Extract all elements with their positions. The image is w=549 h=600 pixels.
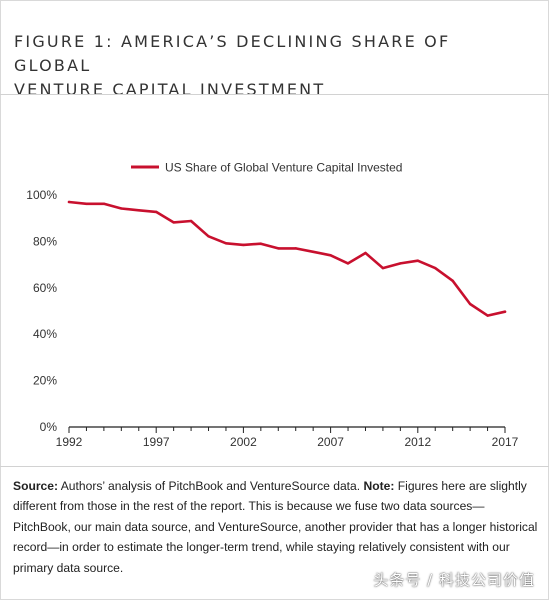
y-tick-label: 100% bbox=[26, 188, 57, 202]
y-tick-label: 0% bbox=[40, 420, 58, 434]
figure-title: FIGURE 1: AMERICA’S DECLINING SHARE OF G… bbox=[14, 30, 534, 102]
source-note: Source: Authors’ analysis of PitchBook a… bbox=[13, 476, 539, 578]
source-text: Authors’ analysis of PitchBook and Ventu… bbox=[58, 479, 364, 493]
data-point bbox=[468, 302, 472, 306]
y-tick-label: 60% bbox=[33, 281, 57, 295]
data-point bbox=[120, 207, 123, 210]
note-text: Figures here are slightly different from… bbox=[13, 479, 538, 575]
data-point bbox=[207, 235, 210, 238]
x-tick-label: 2012 bbox=[404, 435, 431, 449]
series-layer bbox=[67, 200, 507, 317]
y-tick-label: 40% bbox=[33, 327, 57, 341]
data-point bbox=[346, 262, 350, 265]
data-point bbox=[277, 247, 280, 250]
data-point bbox=[503, 310, 507, 313]
data-point bbox=[67, 200, 71, 204]
data-point bbox=[155, 210, 158, 214]
data-point bbox=[137, 209, 140, 212]
x-axis: 1992 1997 2002 2007 2012 2017 bbox=[56, 426, 519, 449]
data-point bbox=[242, 243, 245, 247]
x-tick-label: 1992 bbox=[56, 435, 83, 449]
data-point bbox=[399, 262, 402, 265]
data-point bbox=[189, 219, 193, 223]
source-label: Source: bbox=[13, 479, 59, 493]
data-point bbox=[486, 314, 489, 317]
data-point bbox=[102, 202, 106, 206]
data-point bbox=[364, 251, 367, 255]
data-point bbox=[329, 254, 332, 257]
data-point bbox=[259, 242, 263, 245]
chart-legend: US Share of Global Venture Capital Inves… bbox=[131, 161, 402, 175]
data-point bbox=[224, 242, 228, 245]
chart-divider bbox=[0, 466, 549, 467]
data-point bbox=[451, 279, 454, 283]
y-tick-label: 80% bbox=[33, 234, 57, 248]
y-axis-ticks: 0% 20% 40% 60% 80% 100% bbox=[26, 188, 57, 434]
x-tick-label: 2002 bbox=[230, 435, 257, 449]
data-point bbox=[434, 266, 437, 270]
data-point bbox=[416, 259, 419, 262]
data-point bbox=[311, 250, 315, 254]
legend-label: US Share of Global Venture Capital Inves… bbox=[165, 161, 402, 175]
title-divider bbox=[0, 94, 549, 95]
y-tick-label: 20% bbox=[33, 374, 57, 388]
data-point bbox=[85, 202, 88, 206]
series-line bbox=[67, 200, 507, 317]
x-tick-label: 2017 bbox=[492, 435, 519, 449]
x-tick-label: 1997 bbox=[143, 435, 170, 449]
data-point bbox=[172, 221, 175, 224]
line-chart: US Share of Global Venture Capital Inves… bbox=[26, 161, 519, 450]
data-point bbox=[294, 247, 297, 250]
data-point bbox=[381, 266, 385, 270]
note-label: Note: bbox=[363, 479, 395, 493]
figure-title-line-1: FIGURE 1: AMERICA’S DECLINING SHARE OF G… bbox=[14, 32, 451, 75]
x-tick-label: 2007 bbox=[317, 435, 344, 449]
watermark-text: 头条号 / 科技公司价值 bbox=[373, 571, 535, 589]
